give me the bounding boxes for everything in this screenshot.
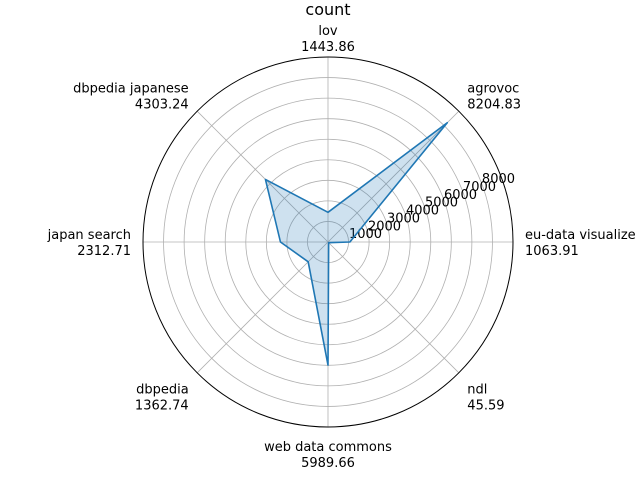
data-layer [264, 121, 449, 366]
polar-spine [142, 56, 514, 428]
category-label-japan-search: japan search [47, 228, 131, 243]
value-label-eu-data-visualize: 1063.91 [525, 244, 579, 259]
angular-gridline [327, 110, 460, 243]
category-label-lov: lov [318, 24, 338, 39]
category-label-eu-data-visualize: eu-data visualize [525, 228, 636, 243]
value-label-lov: 1443.86 [301, 40, 355, 55]
radial-tick-label: 3000 [387, 211, 420, 226]
value-label-ndl: 45.59 [467, 398, 504, 413]
series-area [265, 122, 448, 366]
value-label-agrovoc: 8204.83 [467, 98, 521, 113]
value-label-dbpedia-japanese: 4303.24 [135, 98, 189, 113]
radial-tick-label: 8000 [482, 172, 515, 187]
radial-tick-label: 7000 [463, 180, 496, 195]
category-label-ndl: ndl [467, 382, 487, 397]
angular-gridline [327, 241, 460, 374]
category-label-dbpedia: dbpedia [136, 382, 189, 397]
chart-title: count [305, 0, 350, 19]
angular-gridline [196, 110, 329, 243]
radial-tick-label: 5000 [425, 196, 458, 211]
value-label-web-data-commons: 5989.66 [301, 456, 355, 471]
category-label-agrovoc: agrovoc [467, 82, 519, 97]
radial-tick-label: 2000 [368, 219, 401, 234]
category-label-dbpedia-japanese: dbpedia japanese [73, 82, 189, 97]
radial-tick-label: 4000 [406, 204, 439, 219]
category-label-web-data-commons: web data commons [264, 440, 392, 455]
value-label-dbpedia: 1362.74 [135, 398, 189, 413]
radial-tick-label: 6000 [444, 188, 477, 203]
angular-gridline [196, 241, 329, 374]
value-label-japan-search: 2312.71 [77, 244, 131, 259]
radial-tick-label: 1000 [349, 227, 382, 242]
